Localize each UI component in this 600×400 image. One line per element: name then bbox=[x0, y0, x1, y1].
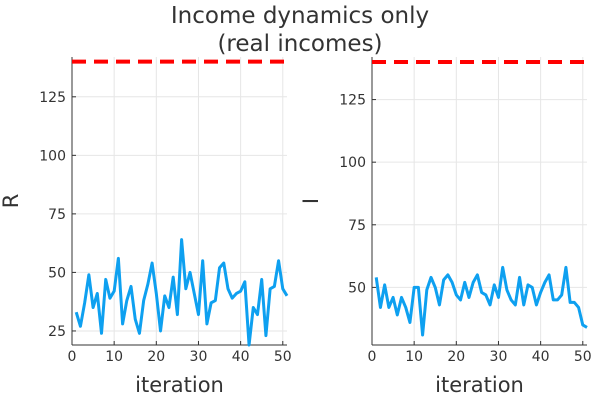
panel-1-y-tick-label: 125 bbox=[39, 90, 66, 106]
panel-1-y-tick-label: 25 bbox=[48, 324, 66, 340]
panel-1-x-tick-label: 10 bbox=[105, 349, 123, 365]
chart-title: Income dynamics only bbox=[170, 3, 430, 29]
chart-subtitle: (real incomes) bbox=[217, 31, 383, 57]
panel-1-x-tick-label: 40 bbox=[232, 349, 250, 365]
panel-1-y-tick-label: 75 bbox=[48, 207, 66, 223]
panel-2-x-tick-label: 40 bbox=[532, 349, 550, 365]
panel-2-x-tick-label: 0 bbox=[368, 349, 377, 365]
panel-2-y-axis-label: I bbox=[299, 198, 323, 204]
panel-1-x-tick-label: 50 bbox=[274, 349, 292, 365]
panel-2-x-tick-label: 50 bbox=[574, 349, 592, 365]
panel-2-y-tick-label: 125 bbox=[339, 93, 366, 109]
panel-2-y-tick-label: 50 bbox=[348, 280, 366, 296]
panel-2-x-tick-label: 30 bbox=[490, 349, 508, 365]
panel-1-y-tick-label: 50 bbox=[48, 265, 66, 281]
panel-2-y-tick-label: 75 bbox=[348, 218, 366, 234]
panel-1: 0 10 20 30 40 50 25 50 75 100 125 iteration R bbox=[0, 57, 292, 397]
panel-1-x-tick-label: 30 bbox=[190, 349, 208, 365]
panel-2-x-axis-label: iteration bbox=[435, 373, 524, 397]
panel-2: 0 10 20 30 40 50 50 75 100 125 iteration I bbox=[299, 57, 592, 397]
chart-title-block: Income dynamics only (real incomes) bbox=[0, 2, 600, 58]
panel-1-y-axis-label: R bbox=[0, 194, 23, 209]
panel-1-x-tick-label: 20 bbox=[147, 349, 165, 365]
panel-1-x-tick-label: 0 bbox=[68, 349, 77, 365]
panel-2-x-tick-label: 20 bbox=[447, 349, 465, 365]
panel-2-x-tick-label: 10 bbox=[405, 349, 423, 365]
panel-2-series-1-line bbox=[374, 265, 588, 337]
panel-1-x-axis-label: iteration bbox=[135, 373, 224, 397]
panel-2-y-tick-label: 100 bbox=[339, 155, 366, 171]
panel-1-series-1-line bbox=[74, 238, 289, 347]
panel-1-y-tick-label: 100 bbox=[39, 148, 66, 164]
